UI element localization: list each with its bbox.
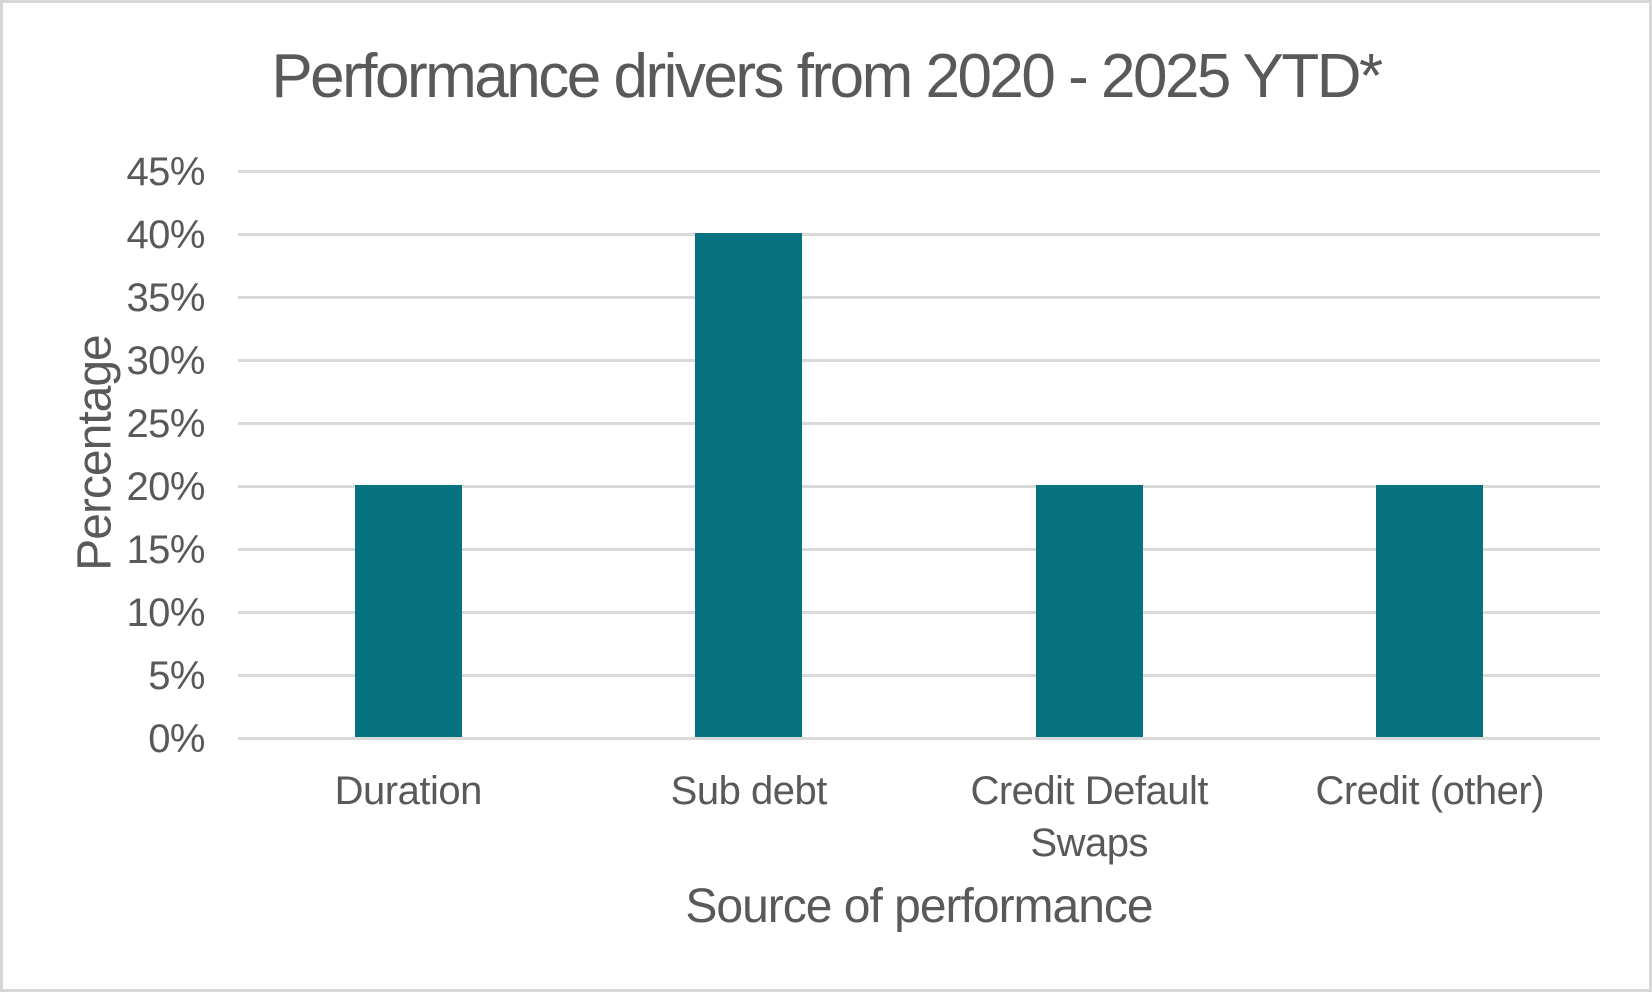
bar-duration: [354, 485, 462, 737]
x-category-label-2: Sub debt: [670, 769, 828, 813]
y-tick-label-35: 35%: [126, 275, 205, 320]
bar-credit-other: [1376, 485, 1484, 737]
y-tick-label-10: 10%: [126, 590, 205, 635]
gridline-0: [238, 737, 1600, 740]
y-tick-label-20: 20%: [126, 464, 205, 509]
gridline-25: [238, 422, 1600, 425]
gridline-30: [238, 359, 1600, 362]
gridline-15: [238, 548, 1600, 551]
plot-area: [238, 170, 1600, 740]
x-category-label-4: Credit (other): [1315, 769, 1545, 813]
y-tick-label-15: 15%: [126, 527, 205, 572]
x-category-label-1: Duration: [334, 769, 483, 813]
gridline-35: [238, 296, 1600, 299]
bar-sub-debt: [695, 233, 803, 737]
chart-title: Performance drivers from 2020 - 2025 YTD…: [271, 42, 1383, 111]
y-tick-label-25: 25%: [126, 401, 205, 446]
y-tick-label-5: 5%: [148, 653, 205, 698]
gridline-10: [238, 611, 1600, 614]
gridline-5: [238, 674, 1600, 677]
gridline-40: [238, 233, 1600, 236]
x-category-label-3: Credit Default Swaps: [970, 769, 1209, 865]
x-axis-title: Source of performance: [685, 880, 1153, 933]
y-tick-label-30: 30%: [126, 338, 205, 383]
gridline-45: [238, 170, 1600, 173]
gridline-20: [238, 485, 1600, 488]
y-tick-label-40: 40%: [126, 212, 205, 257]
y-tick-label-0: 0%: [148, 716, 205, 761]
y-tick-label-45: 45%: [126, 149, 205, 194]
bar-credit-default-swaps: [1035, 485, 1143, 737]
